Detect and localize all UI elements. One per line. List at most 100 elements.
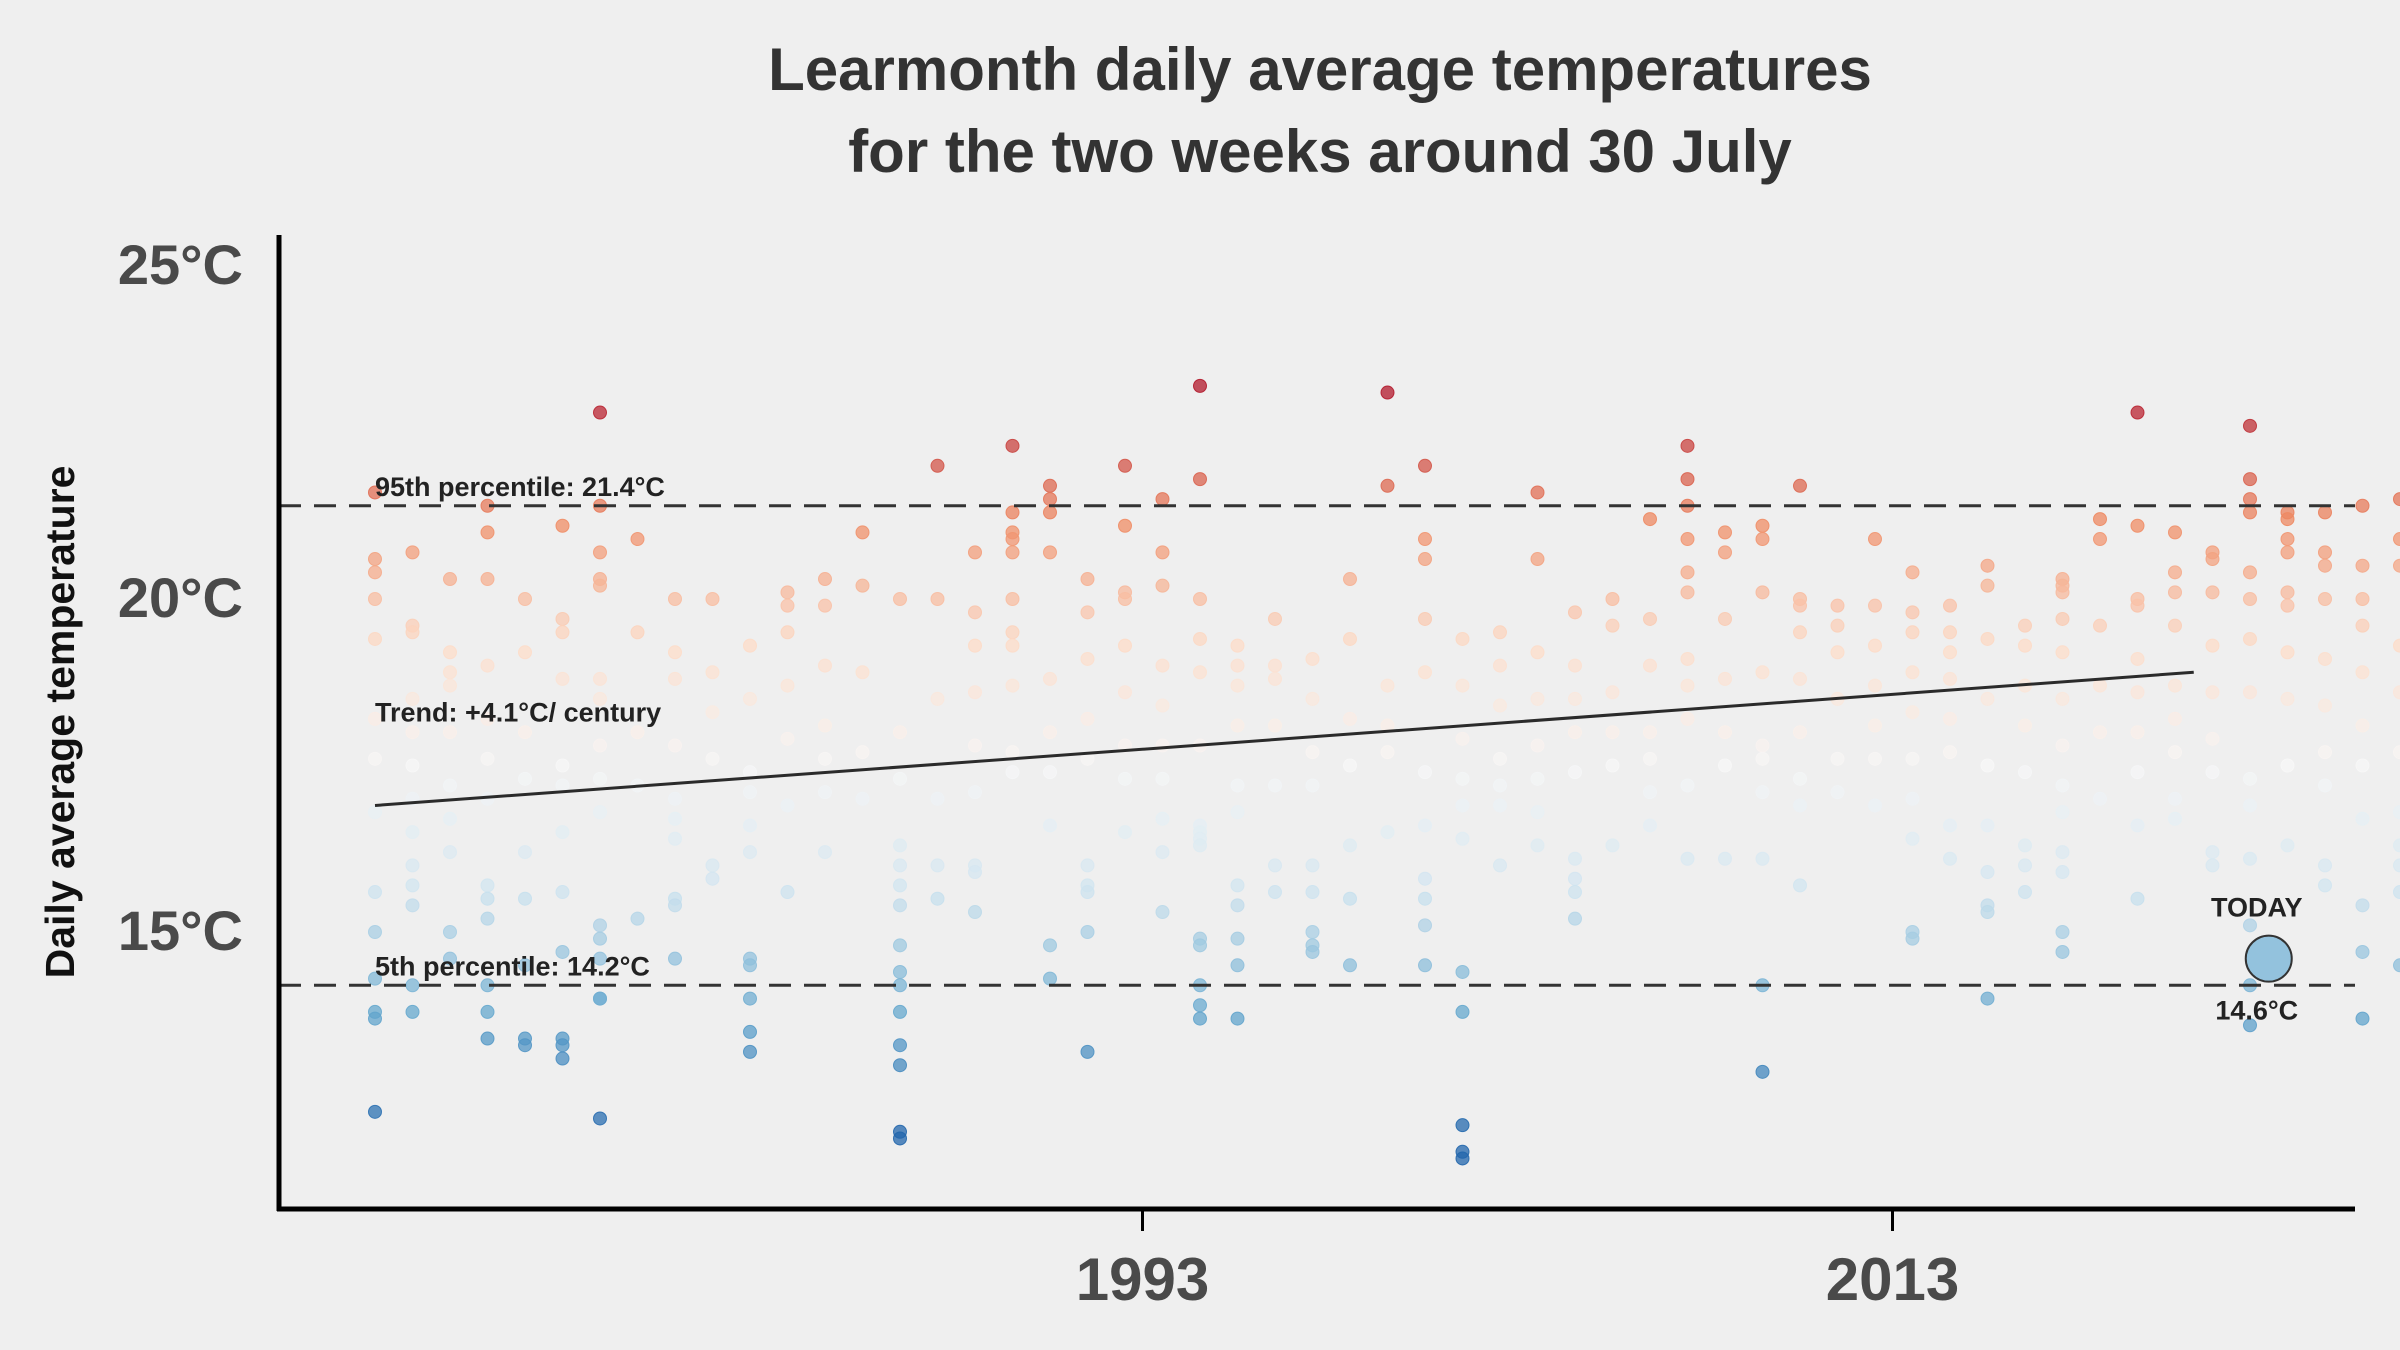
data-point bbox=[2243, 592, 2257, 606]
data-point bbox=[368, 925, 382, 939]
data-point bbox=[1793, 625, 1807, 640]
data-point bbox=[1230, 638, 1245, 653]
data-point bbox=[1980, 905, 1995, 920]
data-point bbox=[1755, 518, 1770, 533]
data-point bbox=[930, 592, 945, 606]
data-point bbox=[405, 898, 420, 913]
data-point bbox=[1305, 885, 1320, 900]
data-point bbox=[930, 791, 945, 806]
data-point bbox=[930, 858, 945, 873]
data-point bbox=[2243, 771, 2257, 786]
data-point bbox=[1943, 818, 1957, 833]
data-point bbox=[1305, 778, 1320, 793]
data-point bbox=[818, 751, 832, 766]
data-point bbox=[1905, 791, 1920, 806]
data-point bbox=[1793, 671, 1807, 686]
data-point bbox=[893, 898, 907, 913]
data-point bbox=[1043, 765, 1057, 780]
data-point bbox=[1568, 691, 1582, 706]
data-point bbox=[480, 911, 495, 926]
data-point bbox=[2318, 651, 2332, 666]
data-point bbox=[1943, 851, 1957, 866]
data-point bbox=[1530, 771, 1545, 786]
data-point bbox=[1793, 798, 1807, 813]
data-point bbox=[2318, 745, 2332, 760]
data-point bbox=[2055, 611, 2070, 626]
data-point bbox=[1230, 1011, 1245, 1026]
data-point bbox=[1530, 838, 1545, 853]
data-point bbox=[1418, 532, 1432, 547]
data-point bbox=[2243, 685, 2257, 700]
data-point bbox=[2168, 585, 2182, 600]
data-point bbox=[668, 898, 682, 913]
data-point bbox=[2205, 552, 2220, 567]
data-point bbox=[593, 918, 607, 933]
data-point bbox=[668, 592, 682, 606]
data-point bbox=[1868, 638, 1882, 653]
data-point bbox=[1418, 818, 1432, 833]
data-point bbox=[1005, 592, 1020, 606]
data-point bbox=[780, 885, 795, 900]
data-point bbox=[405, 725, 420, 740]
data-point bbox=[2205, 731, 2220, 746]
data-point bbox=[780, 798, 795, 813]
data-point bbox=[1343, 711, 1357, 726]
y-axis-ticks: 15°C 20°C 25°C bbox=[118, 233, 243, 962]
data-point bbox=[668, 831, 682, 846]
data-point bbox=[2130, 651, 2145, 666]
data-point bbox=[368, 552, 382, 567]
data-point bbox=[1568, 605, 1582, 620]
data-point bbox=[2318, 505, 2332, 520]
y-tick-label: 20°C bbox=[118, 566, 243, 629]
data-point bbox=[2393, 745, 2400, 760]
data-point bbox=[2318, 558, 2332, 573]
data-point bbox=[1830, 598, 1845, 613]
data-point bbox=[668, 645, 682, 660]
data-point bbox=[1455, 631, 1470, 646]
data-point bbox=[1230, 678, 1245, 693]
data-point bbox=[2393, 638, 2400, 653]
data-point bbox=[368, 885, 382, 900]
data-point bbox=[968, 738, 982, 753]
data-point bbox=[1755, 665, 1770, 680]
data-point bbox=[2018, 718, 2032, 733]
data-point bbox=[630, 532, 645, 547]
data-point bbox=[593, 771, 607, 786]
data-point bbox=[1193, 472, 1207, 487]
data-point bbox=[443, 925, 457, 939]
data-point bbox=[1268, 885, 1282, 900]
data-point bbox=[855, 745, 870, 760]
data-point bbox=[2355, 618, 2370, 633]
data-point bbox=[405, 545, 420, 560]
data-point bbox=[2205, 858, 2220, 873]
data-point bbox=[2243, 631, 2257, 646]
data-point bbox=[443, 645, 457, 660]
data-point bbox=[1418, 665, 1432, 680]
data-point bbox=[1455, 1118, 1470, 1133]
data-point bbox=[705, 705, 720, 720]
data-point bbox=[1155, 492, 1170, 507]
data-point bbox=[443, 665, 457, 680]
data-point bbox=[1155, 811, 1170, 826]
data-point bbox=[443, 811, 457, 826]
data-point bbox=[1418, 891, 1432, 906]
data-point bbox=[2243, 472, 2257, 487]
data-point bbox=[1118, 685, 1132, 700]
data-point bbox=[893, 1004, 907, 1019]
data-point bbox=[1530, 738, 1545, 753]
data-point bbox=[1118, 638, 1132, 653]
data-point bbox=[1980, 578, 1995, 593]
data-point bbox=[555, 518, 570, 533]
data-point bbox=[1268, 858, 1282, 873]
data-point bbox=[1943, 625, 1957, 640]
data-point bbox=[1680, 565, 1695, 580]
data-point bbox=[930, 891, 945, 906]
data-point bbox=[818, 718, 832, 733]
data-point bbox=[893, 858, 907, 873]
data-point bbox=[1830, 618, 1845, 633]
data-point bbox=[2055, 925, 2070, 939]
data-point bbox=[2243, 505, 2257, 520]
data-point bbox=[368, 592, 382, 606]
data-point bbox=[2318, 778, 2332, 793]
x-tick-label: 1993 bbox=[1076, 1246, 1209, 1313]
